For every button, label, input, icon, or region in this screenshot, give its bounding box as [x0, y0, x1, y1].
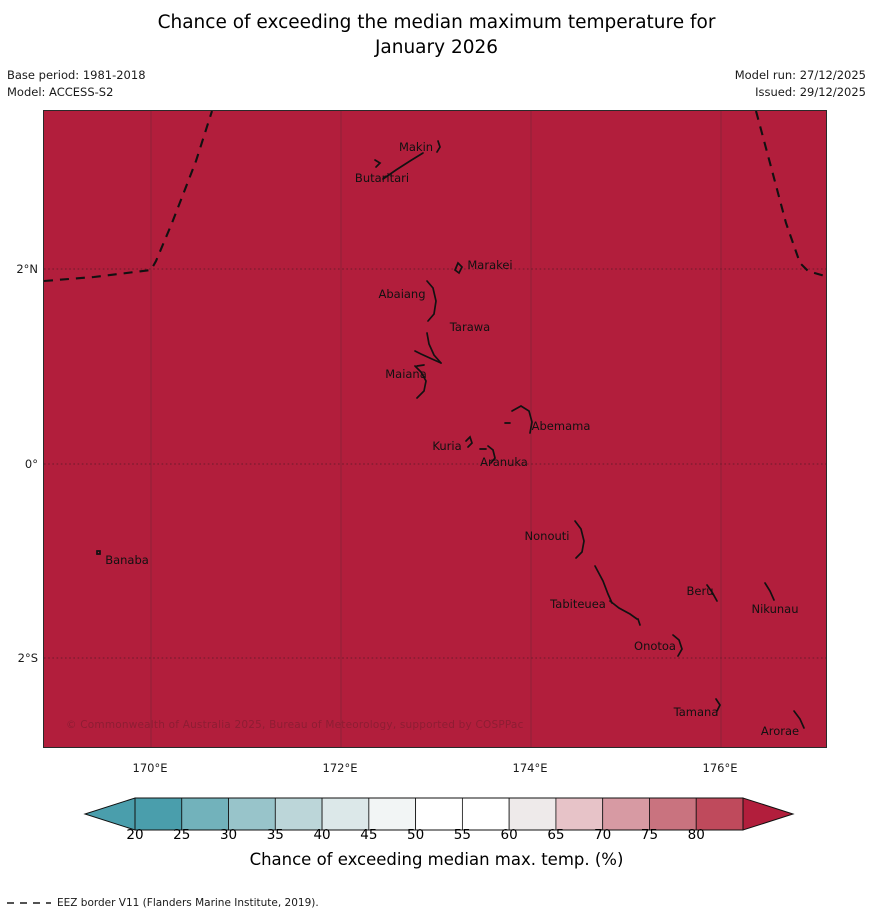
island-label-tabiteuea: Tabiteuea	[550, 597, 606, 611]
header-meta-right: Model run: 27/12/2025 Issued: 29/12/2025	[735, 67, 866, 101]
colorbar-tick-65: 65	[547, 827, 565, 843]
colorbar-cell-80	[695, 797, 744, 831]
island-tarawa-sw	[416, 364, 425, 367]
colorbar-over-arrow	[742, 797, 795, 831]
xtick-172e: 172°E	[322, 761, 358, 775]
island-butaritari-2	[374, 159, 382, 168]
issued-text: Issued: 29/12/2025	[755, 85, 866, 99]
xtick-176e: 176°E	[702, 761, 738, 775]
island-onotoa	[672, 634, 683, 657]
island-label-maiana: Maiana	[385, 367, 427, 381]
colorbar-cell-50	[415, 797, 463, 831]
model-text: Model: ACCESS-S2	[7, 85, 114, 99]
island-label-nonouti: Nonouti	[524, 529, 570, 543]
island-tarawa-south	[414, 350, 442, 364]
island-label-tamana: Tamana	[673, 705, 719, 719]
colorbar-tick-75: 75	[640, 827, 659, 843]
colorbar-cell-55	[461, 797, 510, 831]
colorbar-under-arrow	[83, 797, 136, 831]
colorbar-tick-30: 30	[219, 827, 238, 843]
island-banaba	[96, 550, 101, 555]
colorbar-tick-50: 50	[407, 827, 425, 843]
island-arorae	[793, 710, 805, 729]
xtick-170e: 170°E	[132, 761, 168, 775]
colorbar-cell-20	[134, 797, 183, 831]
island-abemama	[511, 405, 533, 434]
island-aranuka	[487, 445, 496, 464]
island-abaiang	[426, 280, 437, 322]
colorbar-cell-30	[228, 797, 276, 831]
island-nikunau	[764, 582, 775, 601]
island-tabiteuea-s	[609, 600, 638, 620]
island-label-abemama: Abemama	[531, 419, 591, 433]
island-label-marakei: Marakei	[467, 258, 513, 272]
island-label-arorae: Arorae	[760, 724, 800, 738]
colorbar[interactable]	[0, 793, 873, 893]
colorbar-label: Chance of exceeding median max. temp. (%…	[249, 850, 624, 869]
xtick-174e: 174°E	[512, 761, 548, 775]
colorbar-tick-25: 25	[173, 827, 191, 843]
colorbar-cell-25	[181, 797, 229, 831]
colorbar-tick-80: 80	[687, 827, 705, 843]
island-tarawa-east	[426, 332, 442, 364]
eez-dashed-line-icon	[7, 902, 51, 904]
colorbar-cell-45	[368, 797, 417, 831]
island-outlines	[96, 140, 805, 729]
colorbar-tick-35: 35	[266, 827, 284, 843]
colorbar-tick-70: 70	[594, 827, 612, 843]
island-label-kuria: Kuria	[432, 439, 462, 453]
island-label-abaiang: Abaiang	[378, 287, 426, 301]
colorbar-tick-45: 45	[360, 827, 378, 843]
footnote-text: EEZ border V11 (Flanders Marine Institut…	[57, 897, 319, 909]
island-label-aranuka: Aranuka	[480, 455, 528, 469]
island-kuria	[465, 435, 473, 448]
ytick-0: 0°	[24, 457, 38, 471]
colorbar-tick-60: 60	[500, 827, 518, 843]
island-label-beru: Beru	[686, 584, 714, 598]
island-label-makin: Makin	[398, 140, 434, 154]
map-copyright: © Commonwealth of Australia 2025, Bureau…	[66, 719, 524, 731]
island-tabiteuea-n	[594, 565, 613, 604]
island-label-banaba: Banaba	[105, 553, 149, 567]
colorbar-cell-60	[508, 797, 557, 831]
ytick-2s: 2°S	[17, 651, 38, 665]
colorbar-cell-35	[274, 797, 323, 831]
island-makin	[436, 140, 441, 153]
map-panel[interactable]: © Commonwealth of Australia 2025, Bureau…	[43, 110, 827, 748]
chart-title: Chance of exceeding the median maximum t…	[157, 12, 716, 58]
island-tamana	[715, 698, 721, 712]
colorbar-cell-70	[602, 797, 650, 831]
ytick-2n: 2°N	[16, 262, 38, 276]
colorbar-tick-55: 55	[453, 827, 471, 843]
island-tabiteuea-tip	[637, 618, 641, 626]
island-maiana	[414, 365, 427, 399]
graticule	[44, 111, 826, 747]
colorbar-swatches	[83, 797, 795, 831]
footnote: EEZ border V11 (Flanders Marine Institut…	[6, 897, 319, 909]
base-period-text: Base period: 1981-2018	[7, 68, 146, 82]
header-meta-left: Base period: 1981-2018 Model: ACCESS-S2	[7, 67, 146, 101]
colorbar-cell-65	[555, 797, 604, 831]
island-nonouti	[574, 520, 585, 559]
model-run-text: Model run: 27/12/2025	[734, 68, 866, 82]
island-label-tarawa: Tarawa	[449, 320, 491, 334]
island-label-butaritari: Butaritari	[354, 171, 410, 185]
colorbar-cell-40	[321, 797, 370, 831]
island-marakei	[453, 261, 464, 275]
island-beru	[706, 584, 718, 602]
map-canvas	[44, 111, 826, 747]
eez-border	[44, 111, 826, 283]
island-label-onotoa: Onotoa	[634, 639, 676, 653]
colorbar-tick-40: 40	[313, 827, 331, 843]
island-butaritari	[382, 152, 424, 180]
island-label-nikunau: Nikunau	[751, 602, 799, 616]
colorbar-tick-20: 20	[126, 827, 144, 843]
colorbar-cell-75	[649, 797, 697, 831]
